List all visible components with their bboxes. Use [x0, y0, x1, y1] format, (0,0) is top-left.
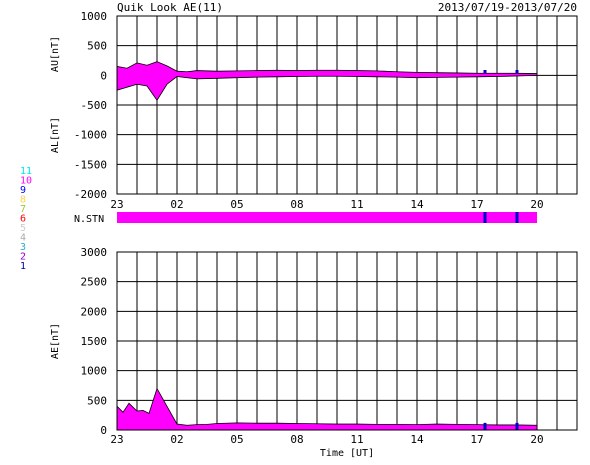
station-count-label: 10: [20, 176, 32, 187]
ae-x-ticks: 230205081114172023: [110, 433, 543, 446]
y-tick-label: 500: [87, 40, 107, 53]
n-stn-panel: N.STN: [74, 212, 537, 225]
au-al-markers: [483, 69, 519, 73]
n-stn-marker: [515, 212, 519, 223]
y-tick-label: -1500: [74, 158, 107, 171]
station-count-label: 8: [20, 195, 26, 206]
y-tick-label: 2000: [81, 305, 108, 318]
y-tick-label: 2500: [81, 276, 108, 289]
x-tick-label: 14: [410, 198, 424, 211]
n-stn-fill: [117, 212, 537, 223]
ae-panel: 3000 2500 2000 1500 1000 500 0 23 02 05 08 11 14 17 2…: [50, 246, 578, 459]
y-tick-label: 0: [100, 424, 107, 437]
ae-grid: [117, 251, 577, 431]
station-count-label: 11: [20, 166, 32, 177]
x-tick-label: 05: [230, 433, 243, 446]
station-count-label: 1: [20, 261, 26, 272]
x-tick-label: 11: [350, 433, 363, 446]
au-al-x-ticks: 230205081114172023: [110, 198, 543, 211]
y-tick-label: 1500: [81, 335, 108, 348]
ae-axis-label: AE[nT]: [50, 323, 61, 359]
ae-frame: [116, 251, 578, 431]
x-tick-label: 20: [530, 198, 543, 211]
station-count-label: 4: [20, 233, 26, 244]
date-range: 2013/07/19-2013/07/20: [438, 1, 577, 14]
y-tick-label: -2000: [74, 188, 107, 201]
station-count-label: 9: [20, 185, 26, 196]
al-axis-label: AL[nT]: [50, 117, 61, 153]
y-tick-label: 1000: [81, 10, 108, 23]
y-tick-label: 3000: [81, 246, 108, 259]
x-tick-label: 02: [170, 198, 183, 211]
x-tick-label: 23: [110, 433, 123, 446]
x-tick-label: 23: [110, 198, 123, 211]
ae-series: [116, 387, 538, 431]
au-al-panel: 1000 500 0 -500 -1000 -1500 -2000 23 02 05 08 11 14…: [50, 10, 578, 211]
ae-markers: [483, 422, 519, 430]
au-al-envelope: [116, 61, 538, 101]
x-axis-label: Time [UT]: [320, 448, 374, 459]
x-tick-label: 08: [290, 433, 303, 446]
x-tick-label: 14: [410, 433, 424, 446]
au-axis-label: AU[nT]: [50, 36, 61, 72]
x-tick-label: 11: [350, 198, 363, 211]
ae-area: [116, 387, 538, 431]
n-stn-bar: [117, 212, 537, 223]
station-count-label: 6: [20, 214, 26, 225]
y-tick-label: 500: [87, 394, 107, 407]
x-tick-label: 05: [230, 198, 243, 211]
y-tick-label: 1000: [81, 365, 108, 378]
x-tick-label: 08: [290, 198, 303, 211]
station-count-label: 3: [20, 242, 26, 253]
au-al-area: [116, 61, 538, 101]
au-al-frame: [116, 15, 578, 195]
ae-y-ticks: 3000 2500 2000 1500 1000 500 0: [81, 246, 108, 437]
y-tick-label: -1000: [74, 129, 107, 142]
station-count-label: 2: [20, 252, 26, 263]
y-tick-label: 0: [100, 69, 107, 82]
x-tick-label: 17: [470, 198, 483, 211]
au-al-grid: [117, 15, 577, 195]
x-tick-label: 17: [470, 433, 483, 446]
n-stn-label: N.STN: [74, 214, 104, 225]
x-tick-label: 20: [530, 433, 543, 446]
station-count-label: 5: [20, 223, 26, 234]
station-count-label: 7: [20, 204, 26, 215]
y-tick-label: -500: [81, 99, 108, 112]
n-stn-marker: [483, 212, 487, 223]
au-al-y-ticks: 1000 500 0 -500 -1000 -1500 -2000: [74, 10, 107, 201]
chart-title: Quik Look AE(11): [117, 1, 223, 14]
x-tick-label: 02: [170, 433, 183, 446]
